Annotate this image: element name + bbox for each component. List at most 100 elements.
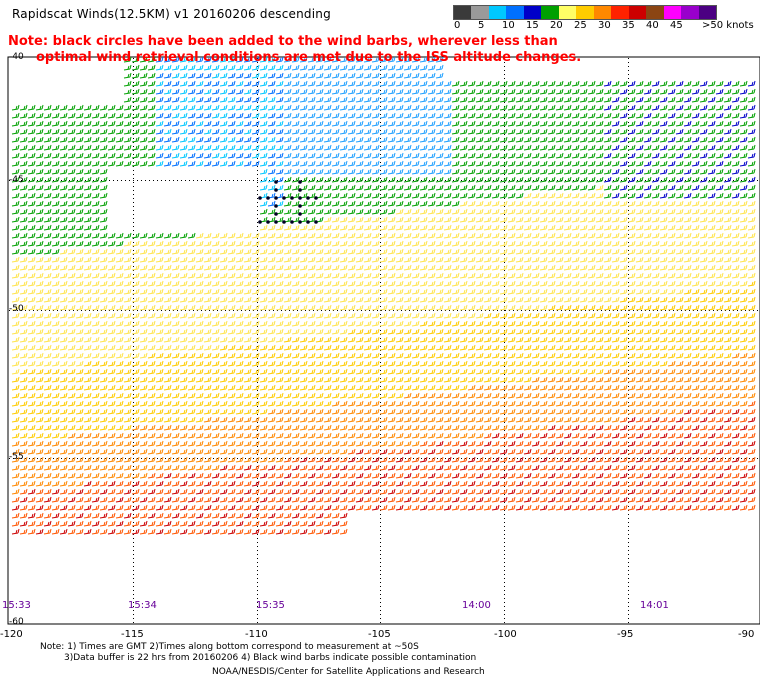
- wind-barb: [635, 336, 644, 343]
- wind-barb: [195, 384, 204, 391]
- wind-barb: [323, 120, 332, 127]
- wind-barb: [27, 184, 36, 191]
- wind-barb: [11, 272, 20, 279]
- wind-barb: [83, 128, 92, 135]
- grid-dot: [325, 310, 326, 311]
- wind-barb: [259, 392, 268, 399]
- grid-dot: [361, 180, 362, 181]
- grid-dot: [121, 180, 122, 181]
- wind-barb: [203, 144, 212, 151]
- wind-barb: [523, 208, 532, 215]
- grid-dot: [133, 550, 134, 551]
- grid-dot: [585, 180, 586, 181]
- wind-barb: [619, 224, 628, 231]
- wind-barb: [59, 248, 68, 255]
- wind-barb: [563, 152, 572, 159]
- wind-barb: [699, 96, 708, 103]
- wind-barb: [355, 328, 364, 335]
- wind-barb: [307, 136, 316, 143]
- wind-barb: [43, 256, 52, 263]
- wind-barb: [59, 344, 68, 351]
- grid-dot: [504, 182, 505, 183]
- wind-barb: [683, 312, 692, 319]
- wind-barb: [283, 392, 292, 399]
- wind-barb: [19, 240, 28, 247]
- wind-barb: [435, 208, 444, 215]
- wind-barb: [387, 272, 396, 279]
- grid-dot: [33, 180, 34, 181]
- grid-dot: [193, 458, 194, 459]
- wind-barb: [123, 336, 132, 343]
- wind-barb: [707, 160, 716, 167]
- grid-dot: [628, 210, 629, 211]
- grid-dot: [445, 458, 446, 459]
- wind-barb: [347, 352, 356, 359]
- wind-barb: [99, 328, 108, 335]
- grid-dot: [133, 570, 134, 571]
- wind-barb: [195, 376, 204, 383]
- grid-dot: [633, 310, 634, 311]
- wind-barb: [371, 328, 380, 335]
- wind-barb: [707, 248, 716, 255]
- wind-barb: [675, 256, 684, 263]
- wind-barb: [307, 248, 316, 255]
- wind-barb: [635, 184, 644, 191]
- wind-barb: [395, 184, 404, 191]
- grid-dot: [393, 458, 394, 459]
- grid-dot: [380, 122, 381, 123]
- wind-barb: [251, 272, 260, 279]
- wind-barb: [747, 280, 756, 287]
- wind-barb: [691, 96, 700, 103]
- wind-barb: [299, 160, 308, 167]
- wind-barb: [739, 120, 748, 127]
- wind-barb: [731, 128, 740, 135]
- grid-dot: [380, 66, 381, 67]
- grid-dot: [137, 310, 138, 311]
- wind-barb: [563, 88, 572, 95]
- wind-barb: [235, 296, 244, 303]
- grid-dot: [257, 546, 258, 547]
- wind-barb: [51, 304, 60, 311]
- wind-barb: [123, 280, 132, 287]
- wind-barb: [515, 344, 524, 351]
- wind-barb: [203, 344, 212, 351]
- wind-barb: [635, 248, 644, 255]
- wind-barb: [59, 208, 68, 215]
- wind-barb: [147, 304, 156, 311]
- grid-dot: [333, 180, 334, 181]
- wind-barb: [19, 336, 28, 343]
- wind-barb: [203, 280, 212, 287]
- grid-dot: [380, 442, 381, 443]
- wind-barb: [651, 120, 660, 127]
- wind-barb: [747, 392, 756, 399]
- wind-barb: [547, 128, 556, 135]
- wind-barb: [27, 128, 36, 135]
- wind-barb: [467, 112, 476, 119]
- grid-dot: [133, 474, 134, 475]
- grid-dot: [628, 426, 629, 427]
- wind-barb: [483, 224, 492, 231]
- wind-barb: [387, 312, 396, 319]
- wind-barb: [675, 120, 684, 127]
- wind-barb: [371, 352, 380, 359]
- grid-dot: [380, 446, 381, 447]
- wind-barb: [395, 264, 404, 271]
- grid-dot: [257, 62, 258, 63]
- wind-barb: [459, 344, 468, 351]
- wind-barb: [75, 184, 84, 191]
- wind-barb: [403, 328, 412, 335]
- grid-dot: [628, 370, 629, 371]
- wind-barb: [523, 360, 532, 367]
- wind-barb: [419, 88, 428, 95]
- wind-barb: [723, 336, 732, 343]
- wind-barb: [131, 96, 140, 103]
- wind-barb: [595, 128, 604, 135]
- wind-barb: [443, 168, 452, 175]
- wind-barb: [539, 192, 548, 199]
- wind-barb: [699, 144, 708, 151]
- wind-barb: [243, 360, 252, 367]
- wind-barb: [467, 208, 476, 215]
- wind-barb: [187, 368, 196, 375]
- wind-barb: [67, 360, 76, 367]
- grid-dot: [337, 180, 338, 181]
